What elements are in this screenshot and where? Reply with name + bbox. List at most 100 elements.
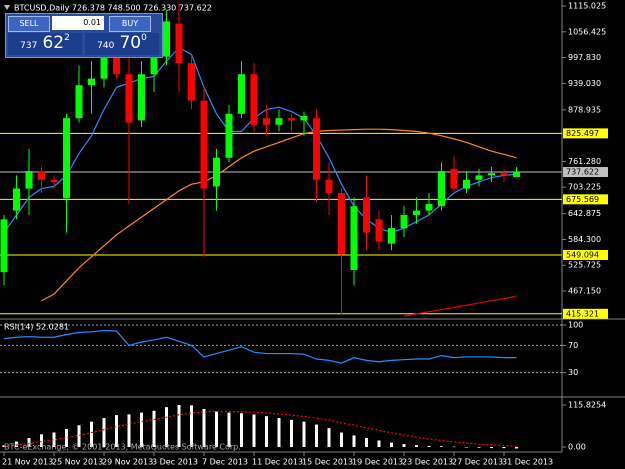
sell-button[interactable]: SELL bbox=[8, 16, 50, 32]
candle-body bbox=[400, 214, 408, 229]
bid-main: 737 bbox=[20, 41, 38, 51]
candle-body bbox=[13, 188, 20, 211]
candle-body bbox=[250, 74, 258, 125]
histogram-bar bbox=[402, 444, 406, 448]
candle-body bbox=[113, 56, 120, 75]
level-label: 825.497 bbox=[566, 129, 599, 138]
candle-body bbox=[263, 118, 270, 125]
candle-body bbox=[163, 21, 170, 57]
candle-body bbox=[175, 23, 183, 64]
candle-body bbox=[100, 52, 108, 79]
candle-body bbox=[463, 179, 470, 189]
histogram-bar bbox=[190, 405, 193, 448]
histogram-bar bbox=[465, 447, 468, 448]
histogram-bar bbox=[227, 412, 231, 448]
x-tick-label: 19 Dec 2013 bbox=[352, 458, 403, 467]
buy-button[interactable]: BUY bbox=[109, 16, 151, 32]
histogram-bar bbox=[65, 428, 68, 448]
trade-panel: SELL 0.01 BUY 737 622 740 700 bbox=[5, 13, 163, 58]
ask-big: 70 bbox=[119, 33, 142, 53]
candle-body bbox=[450, 168, 458, 189]
y-tick-label: 70 bbox=[568, 341, 578, 350]
histogram-bar bbox=[140, 412, 143, 448]
bid-sup: 2 bbox=[64, 33, 70, 43]
chart-title: BTCUSD,Daily 726.378 748.500 726.330 737… bbox=[14, 4, 212, 13]
level-label-box bbox=[563, 167, 608, 178]
histogram-bar bbox=[177, 404, 181, 448]
candle-body bbox=[438, 170, 445, 207]
y-tick-label: 115.8254 bbox=[568, 401, 606, 410]
candle-body bbox=[288, 118, 295, 121]
watermark: BTC-eExchange, © 2001-2013, MetaQuotes S… bbox=[4, 443, 241, 452]
histogram-bar bbox=[127, 414, 131, 448]
level-label-box bbox=[563, 308, 608, 319]
y-tick-label: 1115.025 bbox=[568, 2, 606, 11]
histogram-bar bbox=[290, 419, 293, 448]
x-tick-label: 27 Dec 2013 bbox=[452, 458, 503, 467]
histogram-bar bbox=[202, 408, 206, 448]
x-tick-label: 3 Dec 2013 bbox=[152, 458, 198, 467]
candle-body bbox=[225, 113, 233, 158]
x-tick-label: 15 Dec 2013 bbox=[302, 458, 353, 467]
x-tick-label: 29 Nov 2013 bbox=[102, 458, 153, 467]
candle-body bbox=[38, 170, 45, 180]
candle-body bbox=[488, 173, 495, 176]
y-tick-label: 703.225 bbox=[568, 183, 601, 192]
histogram-bar bbox=[502, 447, 506, 449]
lot-input[interactable]: 0.01 bbox=[52, 16, 104, 30]
histogram-bar bbox=[352, 435, 356, 448]
collapse-icon[interactable] bbox=[4, 5, 10, 10]
candle-body bbox=[188, 63, 195, 101]
x-tick-label: 23 Dec 2013 bbox=[402, 458, 453, 467]
histogram-bar bbox=[252, 414, 256, 448]
y-tick-label: 642.875 bbox=[568, 209, 601, 218]
candle-body bbox=[500, 173, 508, 176]
level-label: 415.321 bbox=[566, 309, 599, 318]
ask-sup: 0 bbox=[141, 33, 147, 43]
candle-body bbox=[200, 100, 208, 189]
histogram-bar bbox=[365, 437, 368, 448]
ask-quote[interactable]: 740 700 bbox=[85, 33, 159, 55]
histogram-bar bbox=[490, 447, 493, 449]
candle-body bbox=[238, 74, 245, 114]
candle-body bbox=[150, 56, 158, 75]
histogram-bar bbox=[77, 425, 81, 448]
bid-quote[interactable]: 737 622 bbox=[8, 33, 82, 55]
histogram-bar bbox=[15, 441, 18, 448]
candle-body bbox=[413, 210, 420, 215]
histogram-bar bbox=[377, 440, 381, 448]
histogram-bar bbox=[90, 421, 93, 448]
x-tick-label: 31 Dec 2013 bbox=[502, 458, 553, 467]
candle-body bbox=[50, 179, 58, 182]
indicator-line bbox=[41, 128, 517, 302]
histogram-bar bbox=[452, 446, 456, 448]
histogram-bar bbox=[340, 432, 343, 448]
candle-body bbox=[425, 203, 433, 211]
histogram-bar bbox=[152, 410, 156, 448]
y-tick-label: 761.280 bbox=[568, 157, 601, 166]
y-tick-label: 584.300 bbox=[568, 235, 601, 244]
indicator-line bbox=[3, 329, 517, 364]
indicator-title: RSI(14) 52.0281 bbox=[4, 323, 69, 332]
candle-body bbox=[350, 206, 358, 270]
histogram-bar bbox=[390, 442, 393, 448]
bid-big: 62 bbox=[42, 33, 65, 53]
candle-body bbox=[325, 179, 333, 193]
histogram-bar bbox=[327, 428, 331, 448]
histogram-bar bbox=[240, 413, 243, 448]
histogram-bar bbox=[302, 421, 306, 448]
y-tick-label: 467.150 bbox=[568, 287, 601, 296]
y-tick-label: 1056.425 bbox=[568, 27, 606, 36]
histogram-bar bbox=[27, 437, 31, 448]
candle-body bbox=[25, 170, 33, 189]
histogram-bar bbox=[315, 424, 318, 448]
x-tick-label: 25 Nov 2013 bbox=[52, 458, 103, 467]
candle-body bbox=[513, 172, 520, 177]
candle-body bbox=[0, 219, 8, 273]
histogram-bar bbox=[265, 416, 268, 448]
histogram-bar bbox=[427, 445, 431, 448]
histogram-bar bbox=[277, 418, 281, 448]
histogram-bar bbox=[102, 418, 106, 448]
histogram-bar bbox=[515, 447, 518, 449]
